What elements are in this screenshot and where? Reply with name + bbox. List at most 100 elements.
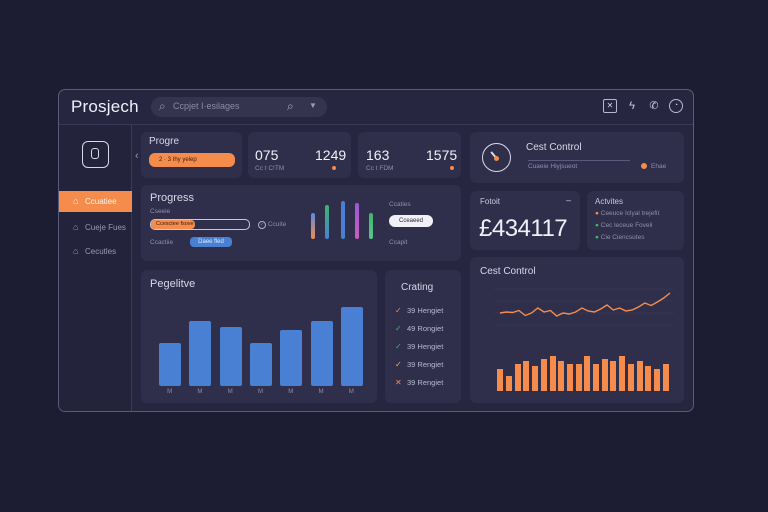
cost-line-series (499, 292, 671, 317)
search-input[interactable]: Ccpjet I·esilages (173, 101, 240, 111)
orange-bar-8[interactable] (558, 361, 565, 391)
crating-row[interactable]: ✓ 49 Rongiet (395, 324, 443, 333)
sidebar-item-3[interactable]: ⌂ Cecutles (73, 246, 117, 256)
orange-bar-chart (496, 341, 670, 391)
mini-bar (341, 201, 345, 239)
toolbar-icons: ✕ ϟ ✆ ◔ (603, 99, 683, 113)
orange-bar-19[interactable] (653, 368, 660, 391)
x-tick-label: M (227, 389, 233, 395)
search-submit-icon[interactable]: ⌕ (287, 99, 294, 113)
bar-chart-card: Pegelitve M M M M M M M (141, 270, 377, 403)
folder-icon: ⌂ (73, 222, 79, 232)
gauge-icon (482, 143, 511, 172)
chart-title: Pegelitve (150, 278, 196, 290)
card-title: Actvites (595, 197, 624, 206)
logo-icon[interactable] (82, 141, 109, 168)
total-card: Fotoit – £434117 (470, 191, 580, 250)
sidebar-item-2[interactable]: ⌂ Cueje Fues (73, 222, 126, 232)
orange-bar-3[interactable] (514, 363, 521, 391)
panel-small-label: Ccactiie (150, 239, 174, 246)
orange-bar-15[interactable] (619, 356, 626, 391)
orange-bar-1[interactable] (497, 368, 504, 391)
card-sub: Cuaeie Hiyjsueot (528, 163, 578, 170)
orange-bar-18[interactable] (645, 366, 652, 391)
crating-row[interactable]: ✓ 39 Hengiet (395, 306, 443, 315)
search-bar[interactable]: ⌕ Ccpjet I·esilages ⌕ ▼ (151, 97, 327, 117)
mini-bar-chart (311, 197, 381, 249)
orange-bar-6[interactable] (540, 358, 547, 391)
panel-right-label: Ccaties (389, 201, 411, 208)
orange-bar-17[interactable] (636, 361, 643, 391)
progress-side-label: ✓ Ccuite (258, 221, 287, 229)
crating-label: 49 Rongiet (407, 324, 444, 333)
card-title: Progre (149, 136, 180, 147)
bar-2[interactable] (189, 321, 212, 386)
orange-bar-20[interactable] (662, 363, 669, 391)
chevron-down-icon[interactable]: ▼ (309, 101, 317, 110)
crating-label: 39 Hengiet (407, 306, 444, 315)
chart-title: Cest Control (480, 266, 536, 277)
check-icon: ✓ (395, 342, 402, 351)
crating-label: 39 Rengiet (407, 378, 444, 387)
orange-bar-4[interactable] (523, 361, 530, 391)
bar-3[interactable] (219, 326, 242, 386)
stat-value: 1575 (426, 147, 458, 163)
lightning-icon[interactable]: ϟ (629, 100, 635, 112)
crating-row[interactable]: ✕ 39 Rengiet (395, 378, 443, 387)
crating-row[interactable]: ✓ 39 Rengiet (395, 360, 443, 369)
check-icon: ✓ (395, 360, 402, 369)
stat-sub: Cc t FDM (366, 165, 394, 172)
orange-bar-13[interactable] (601, 358, 608, 391)
home-icon: ⌂ (73, 196, 79, 206)
card-title: Fotoit (480, 197, 501, 206)
activity-row[interactable]: ● Cec leceue Foveli (595, 222, 653, 229)
orange-bar-10[interactable] (575, 363, 582, 391)
crating-label: 39 Rengiet (407, 360, 444, 369)
card-title: Cest Control (526, 142, 582, 153)
orange-bar-5[interactable] (532, 366, 539, 391)
export-icon[interactable]: ✕ (603, 99, 617, 113)
orange-bar-14[interactable] (610, 361, 617, 391)
orange-bar-7[interactable] (549, 356, 556, 391)
progress-bar-fill: Ccesctee fsove (151, 220, 196, 229)
orange-bar-16[interactable] (627, 363, 634, 391)
stat-value: 1249 (315, 147, 347, 163)
progress-pill[interactable]: 2 · 3 Ihy yelep (149, 153, 235, 167)
cost-chart-card: Cest Control (470, 257, 684, 403)
collapse-chevron-icon[interactable]: ‹ (135, 150, 139, 162)
total-value: £434117 (479, 215, 568, 242)
orange-bar-12[interactable] (593, 363, 600, 391)
sidebar-item-1[interactable]: ⌂ Ccuatiee (59, 191, 132, 212)
bar-1[interactable] (159, 342, 182, 386)
status-dot (450, 166, 454, 170)
status-pill[interactable]: Daee fled (190, 237, 232, 247)
bar-5[interactable] (280, 330, 303, 386)
x-tick-label: M (197, 389, 203, 395)
crating-row[interactable]: ✓ 39 Hengiet (395, 342, 443, 351)
panel-right-label: Ccapit (389, 239, 408, 246)
top-bar: Prosjech ⌕ Ccpjet I·esilages ⌕ ▼ ✕ ϟ ✆ ◔ (59, 90, 693, 125)
orange-bar-2[interactable] (506, 376, 513, 391)
cost-control-card: Cest Control Cuaeie Hiyjsueot Ehae (470, 132, 684, 183)
sidebar: ⌂ Ccuatiee ⌂ Cueje Fues ⌂ Cecutles (59, 125, 132, 411)
card-title: Crating (401, 282, 434, 293)
clock-icon[interactable]: ◔ (669, 99, 683, 113)
stat-value: 075 (255, 147, 279, 163)
activity-row[interactable]: ● Cie Ciencsutes (595, 234, 645, 241)
status-label: Ehae (651, 163, 667, 170)
stat-sub: Cc t C!TM (255, 165, 285, 172)
x-tick-label: M (167, 389, 173, 395)
activity-row[interactable]: ● Ceeuce Iclyal trejefit (595, 210, 660, 217)
bar-7[interactable] (340, 306, 363, 386)
orange-bar-9[interactable] (566, 363, 573, 391)
mini-bar (355, 203, 359, 239)
orange-bar-11[interactable] (584, 356, 591, 391)
bar-6[interactable] (310, 321, 333, 386)
status-pill-white[interactable]: Cceaeed (389, 215, 433, 227)
phone-icon[interactable]: ✆ (649, 100, 659, 112)
progress-bar[interactable]: Ccesctee fsove (150, 219, 250, 230)
progress-panel: Progress Cseeie Ccesctee fsove ✓ Ccuite … (141, 185, 461, 261)
stat-value: 163 (366, 147, 390, 163)
bar-4[interactable] (250, 342, 272, 386)
minus-icon[interactable]: – (566, 195, 572, 205)
